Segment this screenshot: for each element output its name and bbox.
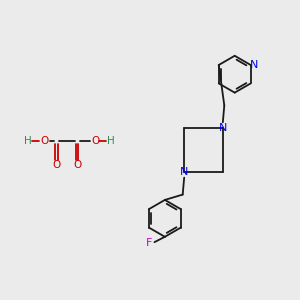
Text: H: H — [24, 136, 32, 146]
Text: O: O — [91, 136, 99, 146]
Text: O: O — [52, 160, 61, 170]
Text: H: H — [107, 136, 115, 146]
Text: O: O — [40, 136, 49, 146]
Text: N: N — [219, 123, 227, 133]
Text: N: N — [250, 60, 258, 70]
Text: F: F — [146, 238, 153, 248]
Text: O: O — [73, 160, 81, 170]
Text: N: N — [180, 167, 188, 177]
